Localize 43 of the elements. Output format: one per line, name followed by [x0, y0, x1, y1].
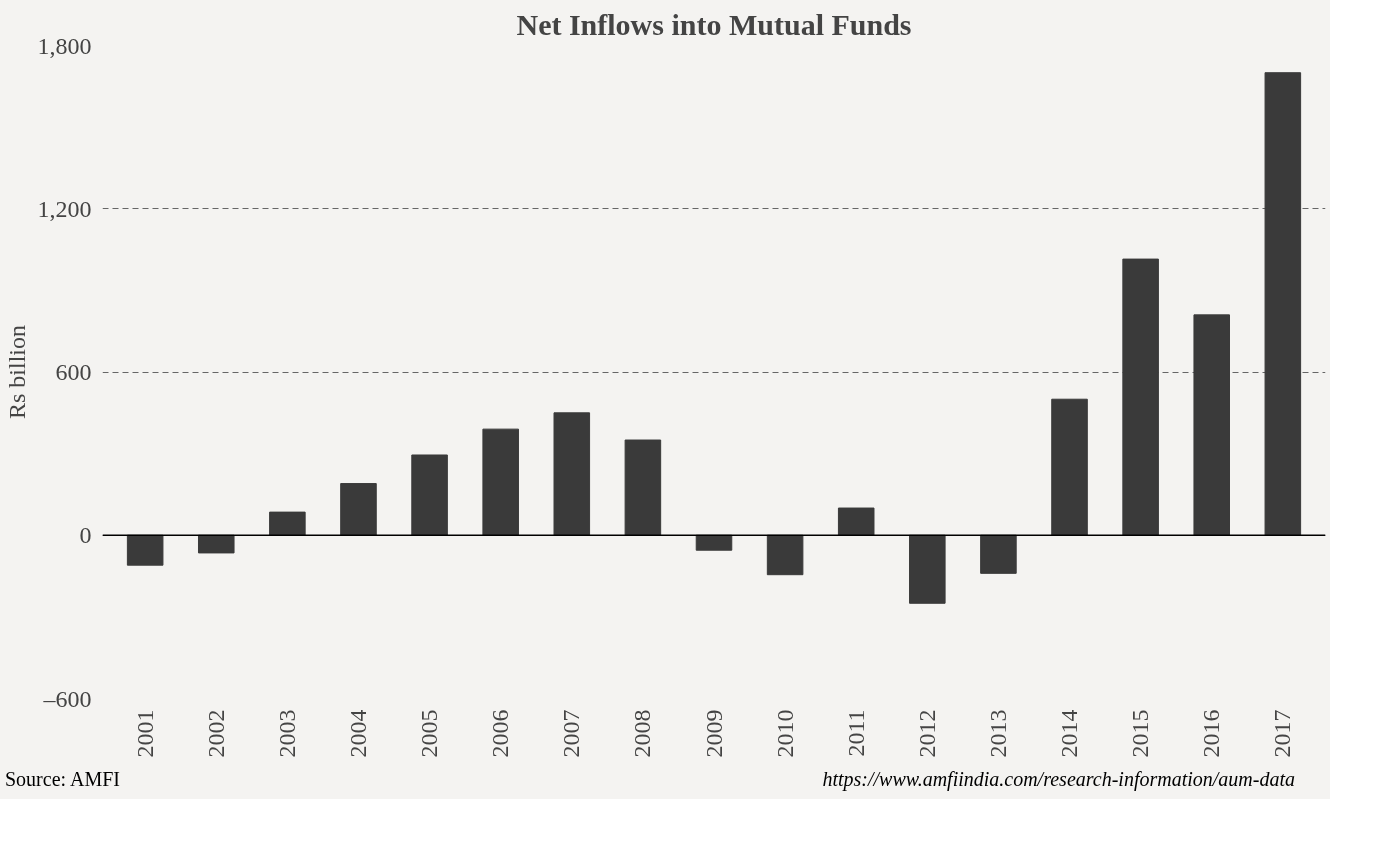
bar: [482, 428, 519, 536]
x-tick-label: 2013: [984, 709, 1011, 758]
bar: [269, 511, 306, 536]
x-tick-label: 2011: [842, 709, 869, 757]
bar: [197, 534, 235, 554]
x-tick-label: 2012: [913, 709, 940, 758]
x-tick-label: 2007: [558, 709, 585, 758]
bar: [411, 454, 448, 536]
bar: [1264, 72, 1302, 536]
x-tick-label: 2015: [1127, 709, 1154, 758]
y-tick-label: 1,200: [37, 195, 92, 222]
y-tick-label: 1,800: [37, 32, 92, 59]
x-tick-label: 2010: [771, 709, 798, 758]
bar: [624, 439, 662, 536]
y-axis-title: Rs billion: [3, 324, 30, 420]
bar: [909, 534, 946, 604]
source-note: Source: AMFI: [5, 767, 120, 792]
x-tick-label: 2017: [1269, 709, 1296, 758]
x-tick-label: 2006: [487, 709, 514, 758]
x-tick-label: 2003: [273, 709, 300, 758]
x-tick-label: 2004: [344, 709, 371, 758]
bar: [1122, 258, 1159, 536]
x-tick-label: 2014: [1056, 709, 1083, 758]
text: https://www.amfiindia.com/research-information/aum-data: [822, 767, 1295, 793]
y-tick-label: 600: [55, 359, 92, 385]
x-tick-label: 2009: [700, 709, 727, 758]
bar: [695, 534, 733, 551]
bar: [553, 412, 591, 536]
x-tick-label: 2002: [202, 709, 229, 758]
bar: [340, 483, 377, 536]
x-tick-label: 2001: [131, 709, 158, 758]
bar: [1193, 314, 1231, 536]
x-tick-label: 2008: [629, 709, 656, 758]
chart-title: Net Inflows into Mutual Funds: [516, 7, 912, 41]
y-tick-label: 0: [79, 522, 92, 549]
bar: [766, 534, 804, 576]
x-tick-label: 2016: [1198, 709, 1225, 758]
y-tick-label: –600: [42, 685, 92, 712]
bar: [1051, 398, 1088, 536]
bar: [126, 534, 164, 566]
bar: [980, 534, 1017, 574]
x-tick-label: 2005: [416, 709, 443, 758]
bar: [837, 507, 875, 536]
